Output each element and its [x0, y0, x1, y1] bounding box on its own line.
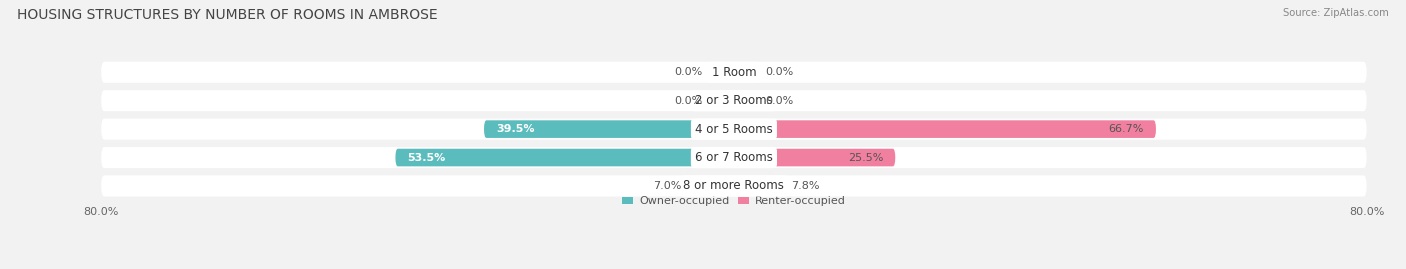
Text: 6 or 7 Rooms: 6 or 7 Rooms [695, 151, 773, 164]
FancyBboxPatch shape [101, 147, 1367, 168]
FancyBboxPatch shape [734, 120, 1156, 138]
Text: 2 or 3 Rooms: 2 or 3 Rooms [695, 94, 773, 107]
Text: 7.0%: 7.0% [654, 181, 682, 191]
Text: 4 or 5 Rooms: 4 or 5 Rooms [695, 123, 773, 136]
FancyBboxPatch shape [734, 63, 758, 81]
Text: 39.5%: 39.5% [496, 124, 534, 134]
Text: 1 Room: 1 Room [711, 66, 756, 79]
FancyBboxPatch shape [690, 177, 734, 195]
Text: 25.5%: 25.5% [848, 153, 883, 162]
FancyBboxPatch shape [395, 149, 734, 166]
Text: 0.0%: 0.0% [673, 67, 703, 77]
Text: Source: ZipAtlas.com: Source: ZipAtlas.com [1284, 8, 1389, 18]
Text: 53.5%: 53.5% [408, 153, 446, 162]
Text: 0.0%: 0.0% [673, 96, 703, 106]
FancyBboxPatch shape [101, 62, 1367, 83]
FancyBboxPatch shape [101, 119, 1367, 140]
Text: 7.8%: 7.8% [792, 181, 820, 191]
Text: 8 or more Rooms: 8 or more Rooms [683, 179, 785, 192]
FancyBboxPatch shape [484, 120, 734, 138]
Text: HOUSING STRUCTURES BY NUMBER OF ROOMS IN AMBROSE: HOUSING STRUCTURES BY NUMBER OF ROOMS IN… [17, 8, 437, 22]
FancyBboxPatch shape [734, 149, 896, 166]
FancyBboxPatch shape [101, 90, 1367, 111]
FancyBboxPatch shape [710, 92, 734, 109]
FancyBboxPatch shape [710, 63, 734, 81]
Text: 0.0%: 0.0% [765, 67, 794, 77]
FancyBboxPatch shape [734, 177, 783, 195]
FancyBboxPatch shape [101, 175, 1367, 196]
Text: 66.7%: 66.7% [1109, 124, 1144, 134]
FancyBboxPatch shape [734, 92, 758, 109]
Legend: Owner-occupied, Renter-occupied: Owner-occupied, Renter-occupied [617, 192, 851, 211]
Text: 0.0%: 0.0% [765, 96, 794, 106]
